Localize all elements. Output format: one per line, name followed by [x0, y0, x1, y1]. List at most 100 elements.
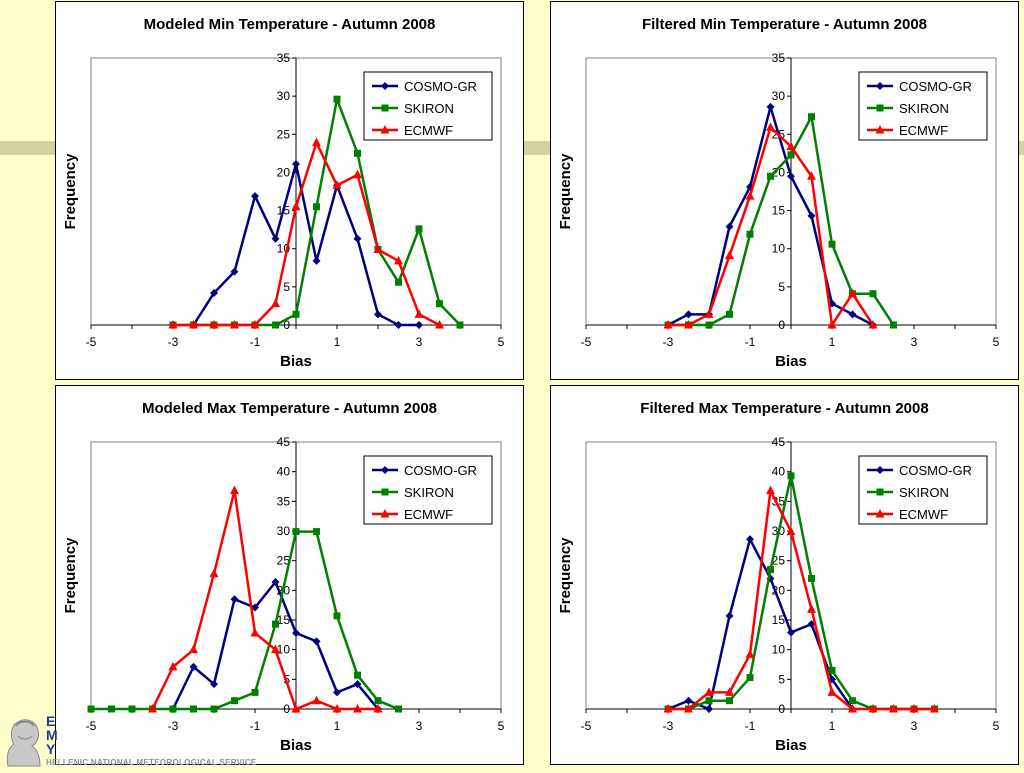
data-point	[807, 171, 816, 180]
data-point	[828, 240, 836, 248]
data-point	[313, 528, 320, 536]
series-skiron	[87, 528, 402, 713]
legend-label: SKIRON	[404, 101, 454, 116]
data-point	[374, 310, 382, 319]
data-point	[745, 191, 755, 200]
data-point	[415, 225, 423, 233]
data-point	[271, 578, 280, 587]
y-tick-label: 5	[778, 672, 785, 686]
data-point	[169, 705, 177, 713]
logo-letter: Y	[46, 741, 56, 757]
x-tick-label: -3	[168, 335, 179, 349]
data-point	[746, 230, 754, 238]
data-point	[332, 704, 342, 713]
data-point	[292, 528, 300, 536]
data-point	[766, 122, 775, 131]
x-tick-label: 1	[334, 335, 341, 349]
data-point	[890, 321, 897, 329]
data-point	[827, 320, 837, 329]
y-tick-label: 5	[778, 280, 785, 294]
data-point	[189, 662, 198, 671]
data-point	[354, 149, 361, 157]
data-point	[230, 267, 239, 276]
y-tick-label: 30	[772, 89, 786, 103]
x-tick-label: -5	[581, 335, 592, 349]
data-point	[414, 309, 424, 318]
y-tick-label: 10	[277, 643, 291, 657]
legend: COSMO-GR SKIRON ECMWF	[363, 71, 493, 141]
data-point	[725, 687, 734, 696]
x-tick-label: 1	[334, 719, 341, 733]
data-point	[767, 566, 774, 574]
legend-marker	[380, 509, 390, 518]
y-tick-label: 30	[277, 524, 291, 538]
x-tick-label: -1	[250, 719, 261, 733]
logo-letter: E	[46, 713, 56, 729]
x-tick-label: -3	[663, 335, 674, 349]
legend: COSMO-GR SKIRON ECMWF	[363, 455, 493, 525]
series-line	[173, 141, 441, 327]
data-point	[250, 628, 260, 637]
data-point	[231, 697, 238, 705]
data-point	[291, 201, 301, 211]
footer-organization-name: HELLENIC NATIONAL METEOROLOGICAL SERVICE	[46, 758, 257, 767]
chart-title: Filtered Min Temperature - Autumn 2008	[642, 16, 927, 33]
data-point	[209, 568, 219, 578]
data-point	[746, 674, 754, 682]
legend-label: COSMO-GR	[899, 463, 972, 478]
data-point	[190, 705, 197, 713]
legend-marker	[876, 488, 884, 496]
data-point	[868, 320, 878, 329]
x-tick-label: 5	[498, 719, 505, 733]
legend-label: ECMWF	[404, 123, 453, 138]
data-point	[210, 288, 218, 297]
x-tick-label: -3	[168, 719, 179, 733]
data-point	[456, 321, 464, 329]
legend: COSMO-GR SKIRON ECMWF	[858, 71, 988, 141]
series-cosmo-gr	[664, 102, 877, 329]
data-point	[889, 704, 898, 713]
x-tick-label: -5	[86, 335, 97, 349]
chart-title: Modeled Max Temperature - Autumn 2008	[142, 400, 437, 417]
data-point	[704, 687, 714, 696]
x-tick-label: 5	[993, 335, 1000, 349]
y-tick-label: 30	[277, 89, 291, 103]
series-line	[668, 489, 935, 711]
y-tick-label: 45	[772, 435, 786, 449]
series-ecmwf	[168, 137, 444, 329]
x-axis-label: Bias	[280, 353, 312, 370]
data-point	[373, 704, 383, 713]
data-point	[189, 644, 198, 654]
chart-panel-modeled-min: Modeled Min Temperature - Autumn 2008 0 5 1…	[55, 1, 524, 380]
data-point	[786, 141, 796, 150]
data-point	[684, 696, 693, 705]
chart-svg: Filtered Min Temperature - Autumn 2008 0 5…	[557, 16, 1000, 370]
legend-marker	[876, 82, 884, 90]
data-point	[787, 151, 795, 159]
data-point	[292, 629, 300, 638]
data-point	[333, 612, 341, 620]
y-tick-label: 0	[778, 318, 785, 332]
data-point	[704, 309, 714, 318]
logo-letters: E M Y	[46, 714, 60, 756]
y-tick-label: 45	[277, 435, 291, 449]
x-tick-label: -1	[745, 719, 756, 733]
data-point	[848, 704, 857, 713]
y-axis-label: Frequency	[557, 537, 574, 614]
legend-label: SKIRON	[899, 485, 949, 500]
x-tick-label: 1	[829, 335, 836, 349]
data-point	[808, 574, 815, 582]
data-point	[168, 661, 178, 671]
x-tick-label: 3	[911, 335, 918, 349]
logo-bust-icon	[0, 712, 52, 768]
legend-label: COSMO-GR	[404, 79, 477, 94]
series-line	[192, 162, 419, 327]
data-point	[868, 704, 878, 713]
legend-marker	[876, 466, 884, 474]
legend-marker	[875, 509, 885, 518]
x-axis-label: Bias	[775, 737, 807, 754]
legend-label: SKIRON	[404, 485, 454, 500]
x-axis-label: Bias	[775, 353, 807, 370]
series-line	[668, 126, 875, 327]
data-point	[374, 697, 382, 705]
